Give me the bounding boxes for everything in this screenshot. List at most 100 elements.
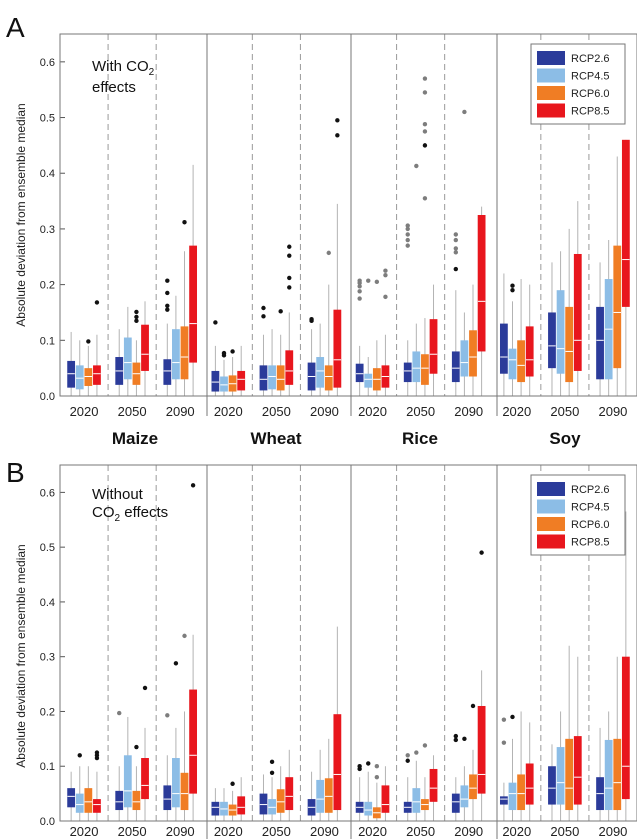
outlier-point	[357, 289, 362, 294]
box	[525, 326, 534, 377]
box	[189, 245, 198, 363]
box	[324, 365, 333, 391]
box	[172, 758, 180, 808]
outlier-point	[309, 316, 314, 322]
box	[412, 788, 421, 813]
outlier-point	[357, 764, 362, 769]
outlier-point	[422, 122, 428, 127]
box	[276, 365, 285, 391]
outlier-point	[422, 129, 428, 134]
outlier-point	[287, 285, 292, 290]
y-tick-label: 0.5	[40, 542, 55, 554]
x-tick-label: 2050	[406, 824, 435, 839]
box	[268, 365, 276, 390]
x-tick-label: 2050	[118, 404, 147, 419]
box	[451, 351, 460, 383]
legend-label: RCP6.0	[571, 88, 610, 100]
crop-label-rice: Rice	[402, 429, 438, 448]
box	[556, 290, 565, 374]
y-tick-label: 0.0	[40, 816, 55, 828]
outlier-point	[374, 774, 380, 780]
box	[565, 738, 574, 811]
outlier-point	[422, 143, 428, 148]
outlier-point	[326, 250, 331, 256]
box	[499, 323, 508, 374]
box	[123, 755, 132, 808]
outlier-point	[405, 758, 410, 763]
outlier-point	[335, 118, 340, 123]
panel-b-legend: RCP2.6 RCP4.5 RCP6.0 RCP8.5	[530, 474, 626, 556]
outlier-point	[117, 710, 122, 716]
outlier-point	[510, 283, 515, 288]
panel-a-legend: RCP2.6 RCP4.5 RCP6.0 RCP8.5	[530, 43, 626, 125]
box	[172, 329, 180, 380]
outlier-point	[357, 278, 362, 283]
y-tick-label: 0.2	[40, 280, 55, 292]
box	[189, 689, 198, 794]
box	[84, 788, 93, 813]
outlier-point	[213, 320, 218, 325]
outlier-point	[278, 309, 283, 314]
box	[75, 365, 84, 390]
panel-a-annotation: With CO2 effects	[92, 58, 158, 96]
box	[508, 782, 517, 811]
outlier-point	[405, 226, 410, 232]
box	[548, 312, 556, 369]
outlier-point	[165, 278, 170, 283]
panel-b-y-ticks: 0.0 0.1 0.2 0.3 0.4 0.5 0.6	[40, 487, 65, 828]
box	[517, 774, 525, 811]
x-tick-label: 2090	[310, 404, 339, 419]
box	[460, 340, 469, 377]
legend-swatch	[537, 68, 565, 83]
x-tick-label: 2090	[598, 824, 627, 839]
y-tick-label: 0.3	[40, 224, 55, 236]
outlier-point	[383, 294, 388, 300]
outlier-point	[405, 223, 410, 228]
x-tick-label: 2090	[166, 404, 195, 419]
outlier-point	[414, 163, 419, 169]
box	[115, 790, 124, 811]
outlier-point	[453, 246, 459, 251]
box	[84, 368, 93, 386]
box	[220, 376, 228, 392]
y-tick-label: 0.0	[40, 391, 55, 403]
box	[211, 370, 220, 392]
y-tick-label: 0.6	[40, 487, 55, 499]
box	[429, 319, 438, 374]
box	[180, 326, 189, 380]
outlier-point	[453, 232, 459, 237]
legend-label: RCP2.6	[571, 484, 610, 496]
legend-swatch	[537, 51, 565, 65]
x-tick-label: 2020	[70, 824, 99, 839]
outlier-point	[261, 314, 266, 319]
box	[613, 245, 622, 369]
box	[123, 337, 132, 380]
outlier-point	[190, 483, 196, 488]
x-tick-label: 2050	[406, 404, 435, 419]
outlier-point	[357, 296, 362, 301]
outlier-point	[287, 244, 292, 249]
box	[163, 359, 172, 385]
outlier-point	[335, 133, 340, 138]
outlier-point	[287, 275, 292, 281]
box	[285, 777, 294, 811]
outlier-point	[94, 300, 100, 305]
y-tick-label: 0.1	[40, 335, 55, 347]
outlier-point	[422, 743, 428, 748]
box	[180, 772, 189, 811]
outlier-point	[182, 633, 187, 639]
outlier-point	[383, 272, 388, 278]
box	[556, 747, 565, 805]
y-tick-label: 0.3	[40, 652, 55, 664]
outlier-point	[230, 349, 235, 354]
x-tick-label: 2020	[358, 824, 387, 839]
panel-b-ylabel: Absolute deviation from ensemble median	[14, 544, 28, 767]
box	[285, 350, 294, 385]
x-tick-label: 2090	[166, 824, 195, 839]
box	[548, 766, 556, 805]
annotation-line: Without	[92, 486, 144, 503]
box	[237, 370, 246, 391]
box	[141, 758, 149, 800]
x-tick-label: 2050	[550, 404, 579, 419]
